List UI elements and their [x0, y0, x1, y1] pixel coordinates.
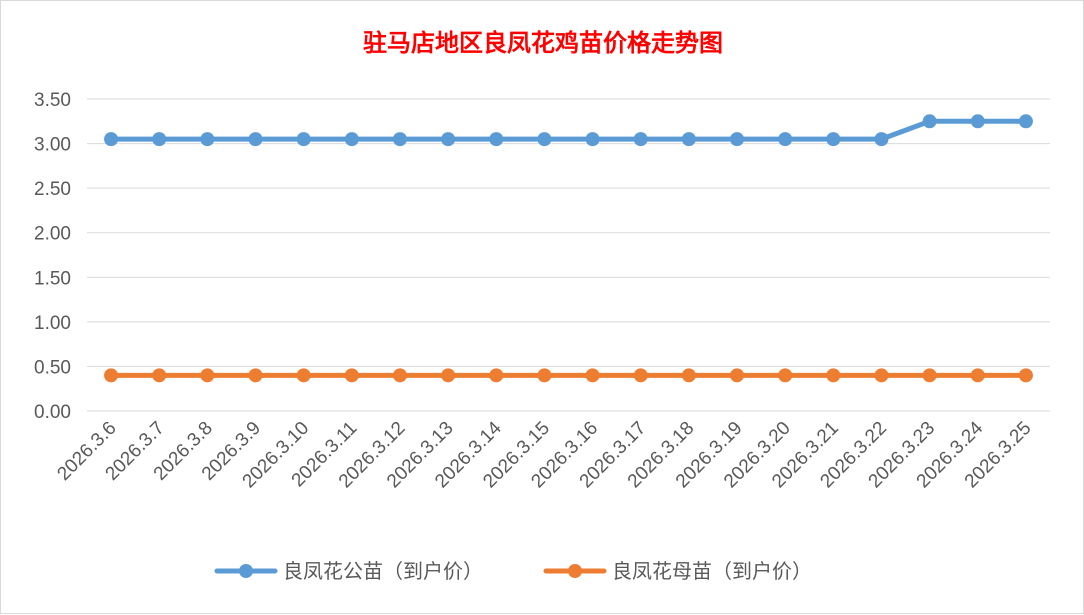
legend-swatch-marker [568, 564, 582, 578]
chart-title: 驻马店地区良凤花鸡苗价格走势图 [363, 28, 723, 57]
data-point [248, 368, 263, 383]
data-point [922, 368, 937, 383]
data-point [970, 114, 985, 129]
data-point [1018, 368, 1033, 383]
data-point [200, 132, 215, 147]
data-point [248, 132, 263, 147]
data-point [441, 368, 456, 383]
data-point [681, 368, 696, 383]
legend-label: 良凤花公苗（到户价） [283, 559, 483, 583]
y-tick-label: 3.00 [34, 135, 71, 156]
y-tick-label: 0.50 [34, 357, 71, 378]
data-point [537, 368, 552, 383]
data-point [1018, 114, 1033, 129]
legend-label: 良凤花母苗（到户价） [612, 559, 812, 583]
series-2 [104, 368, 1033, 383]
data-point [344, 368, 359, 383]
legend-swatch-marker [239, 564, 253, 578]
data-point [826, 132, 841, 147]
data-point [392, 132, 407, 147]
y-tick-label: 1.00 [34, 313, 71, 334]
legend: 良凤花公苗（到户价） 良凤花母苗（到户价） [214, 559, 812, 583]
legend-item: 良凤花公苗（到户价） [214, 559, 483, 583]
data-point [681, 132, 696, 147]
data-point [585, 132, 600, 147]
data-point [344, 132, 359, 147]
data-point [826, 368, 841, 383]
data-point [874, 368, 889, 383]
x-axis-tick-labels: 2026.3.62026.3.72026.3.82026.3.92026.3.1… [53, 417, 1035, 492]
data-point [296, 132, 311, 147]
y-axis-tick-labels: 0.00 0.50 1.00 1.50 2.00 2.50 3.00 3.50 [34, 90, 71, 423]
data-point [441, 132, 456, 147]
data-point [633, 368, 648, 383]
data-point [778, 132, 793, 147]
gridlines [87, 98, 1050, 412]
data-point [489, 132, 504, 147]
y-tick-label: 2.50 [34, 179, 71, 200]
series-line [108, 118, 1029, 142]
data-point [537, 132, 552, 147]
legend-item: 良凤花母苗（到户价） [543, 559, 812, 583]
data-point [152, 132, 167, 147]
data-point [200, 368, 215, 383]
data-point [296, 368, 311, 383]
data-point [970, 368, 985, 383]
data-point [730, 132, 745, 147]
data-point [104, 132, 119, 147]
data-point [104, 368, 119, 383]
y-tick-label: 2.00 [34, 224, 71, 245]
data-point [633, 132, 648, 147]
data-point [392, 368, 407, 383]
data-point [489, 368, 504, 383]
data-point [922, 114, 937, 129]
data-point [730, 368, 745, 383]
y-tick-label: 0.00 [34, 402, 71, 423]
data-point [152, 368, 167, 383]
data-point [585, 368, 600, 383]
series-1 [104, 114, 1033, 147]
data-point [778, 368, 793, 383]
data-point [874, 132, 889, 147]
series-lines [104, 114, 1033, 383]
y-tick-label: 3.50 [34, 90, 71, 111]
y-tick-label: 1.50 [34, 268, 71, 289]
